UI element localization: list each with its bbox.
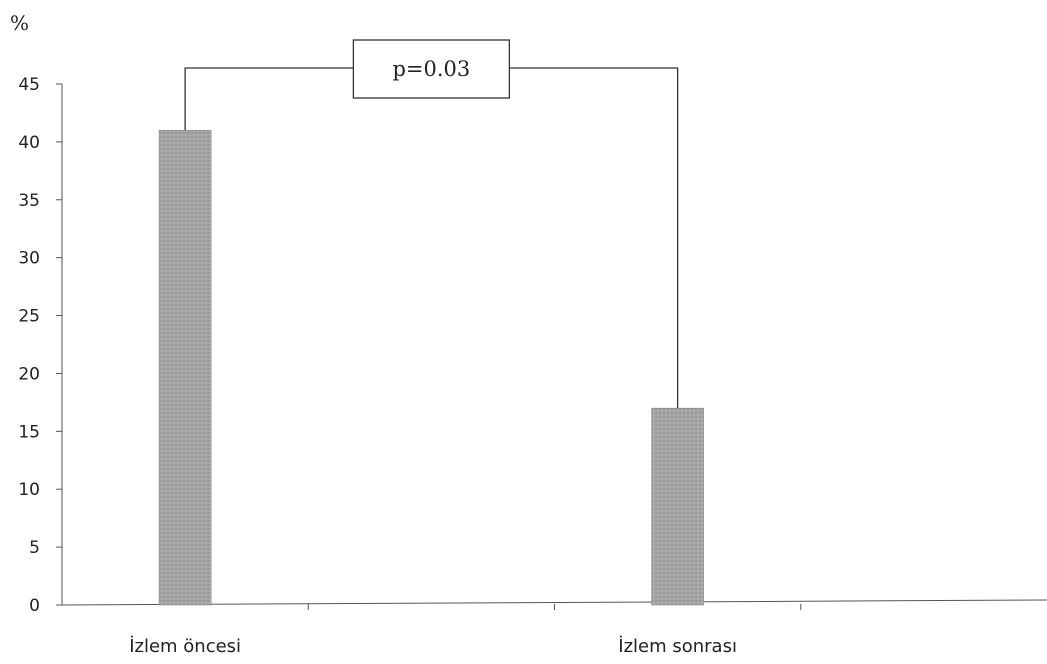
bar-0	[158, 130, 212, 606]
y-tick-label: 35	[18, 191, 40, 211]
category-label: İzlem öncesi	[129, 636, 241, 657]
y-tick-label: 5	[29, 538, 40, 558]
significance-annotation: p=0.03	[184, 39, 679, 409]
x-axis-line	[61, 599, 1047, 606]
y-tick-label: 10	[18, 480, 40, 500]
y-tick-label: 30	[18, 249, 40, 269]
y-tick-label: 40	[18, 133, 40, 153]
y-tick-label: 20	[18, 364, 40, 384]
p-value-label: p=0.03	[392, 57, 470, 81]
category-label: İzlem sonrası	[618, 636, 737, 657]
y-axis-unit-label: %	[10, 11, 29, 35]
significance-bracket	[184, 67, 679, 409]
p-value-box	[352, 39, 511, 99]
y-tick-label: 0	[29, 596, 40, 616]
y-tick-label: 15	[18, 422, 40, 442]
y-axis-ticks: 0 5 10 15 20 25 30 35 40 45	[18, 75, 62, 616]
bar-2	[651, 407, 704, 606]
x-axis-ticks	[307, 604, 802, 610]
category-labels: İzlem öncesi İzlem sonrası	[129, 636, 737, 657]
y-tick-label: 45	[18, 75, 40, 95]
y-tick-label: 25	[18, 307, 40, 327]
bars	[158, 130, 704, 606]
